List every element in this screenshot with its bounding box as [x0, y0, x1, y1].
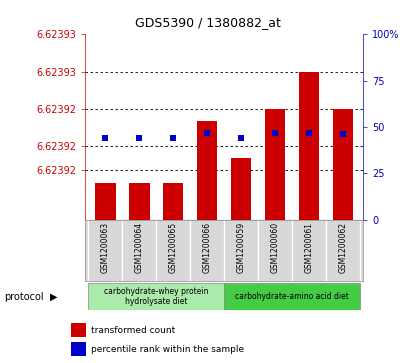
Point [272, 130, 278, 135]
Point [204, 130, 210, 135]
Point [136, 135, 143, 141]
Bar [163, 183, 183, 220]
Text: percentile rank within the sample: percentile rank within the sample [91, 345, 244, 354]
Text: GSM1200063: GSM1200063 [101, 222, 110, 273]
Text: GDS5390 / 1380882_at: GDS5390 / 1380882_at [134, 16, 281, 29]
Point [339, 131, 346, 137]
Text: transformed count: transformed count [91, 326, 175, 335]
Text: ▶: ▶ [50, 292, 58, 302]
Text: protocol: protocol [4, 292, 44, 302]
Bar [231, 158, 251, 220]
Text: GSM1200066: GSM1200066 [203, 222, 212, 273]
Text: GSM1200062: GSM1200062 [338, 222, 347, 273]
Bar [265, 109, 285, 220]
Bar [95, 183, 116, 220]
Bar [71, 342, 86, 356]
Bar [71, 323, 86, 338]
Bar [299, 72, 319, 220]
Bar [197, 121, 217, 220]
Text: carbohydrate-whey protein
hydrolysate diet: carbohydrate-whey protein hydrolysate di… [104, 286, 208, 306]
Text: carbohydrate-amino acid diet: carbohydrate-amino acid diet [235, 292, 349, 301]
FancyBboxPatch shape [224, 283, 360, 310]
FancyBboxPatch shape [88, 283, 224, 310]
Point [305, 130, 312, 135]
Bar [129, 183, 149, 220]
Point [170, 135, 176, 141]
Text: GSM1200061: GSM1200061 [304, 222, 313, 273]
Point [102, 135, 109, 141]
Text: GSM1200064: GSM1200064 [135, 222, 144, 273]
Text: GSM1200065: GSM1200065 [169, 222, 178, 273]
Bar [332, 109, 353, 220]
Point [238, 135, 244, 141]
Text: GSM1200060: GSM1200060 [271, 222, 279, 273]
Text: GSM1200059: GSM1200059 [237, 222, 246, 273]
